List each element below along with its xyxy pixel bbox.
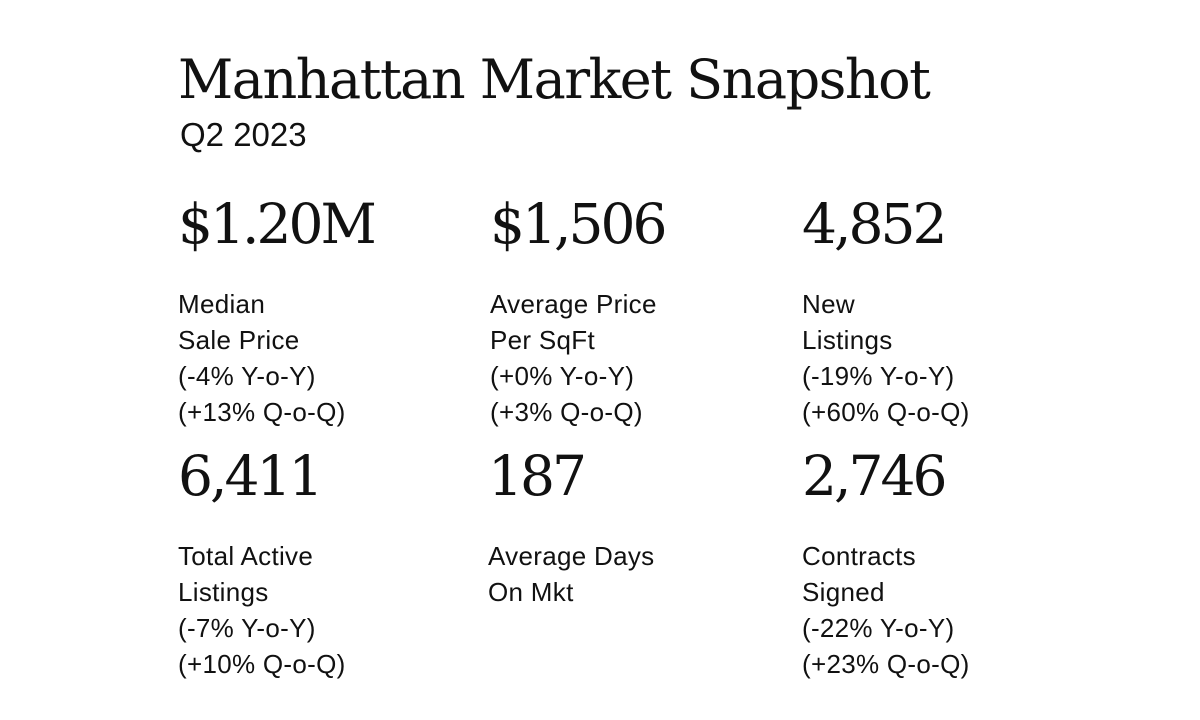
- stat-value: 6,411: [178, 444, 323, 508]
- stat-qoq-change: (+60% Q-o-Q): [802, 397, 970, 427]
- stat-value: 2,746: [802, 444, 947, 508]
- stat-average-days-on-market: 187 Average Days On Mkt: [488, 444, 788, 610]
- stat-label-line: Signed: [802, 577, 885, 607]
- stat-median-sale-price: $1.20M Median Sale Price (-4% Y-o-Y) (+1…: [178, 192, 478, 430]
- stat-average-price-per-sqft: $1,506 Average Price Per SqFt (+0% Y-o-Y…: [490, 192, 790, 430]
- stat-qoq-change: (+3% Q-o-Q): [490, 397, 643, 427]
- stat-label: Average Price Per SqFt (+0% Y-o-Y) (+3% …: [490, 286, 790, 430]
- stat-label-line: Average Days: [488, 541, 655, 571]
- stat-label-line: Sale Price: [178, 325, 300, 355]
- stat-new-listings: 4,852 New Listings (-19% Y-o-Y) (+60% Q-…: [802, 192, 1102, 430]
- stat-label: Average Days On Mkt: [488, 538, 788, 610]
- stat-yoy-change: (-7% Y-o-Y): [178, 613, 316, 643]
- stat-qoq-change: (+23% Q-o-Q): [802, 649, 970, 679]
- stat-label-line: Average Price: [490, 289, 657, 319]
- stat-contracts-signed: 2,746 Contracts Signed (-22% Y-o-Y) (+23…: [802, 444, 1102, 682]
- stat-label: Total Active Listings (-7% Y-o-Y) (+10% …: [178, 538, 478, 682]
- page-title: Manhattan Market Snapshot: [178, 48, 931, 111]
- stat-label-line: Total Active: [178, 541, 314, 571]
- stat-label-line: New: [802, 289, 855, 319]
- stat-label: New Listings (-19% Y-o-Y) (+60% Q-o-Q): [802, 286, 1102, 430]
- stat-label-line: Listings: [802, 325, 893, 355]
- stat-value: 187: [488, 444, 587, 508]
- stat-value: 4,852: [802, 192, 947, 256]
- stat-label: Median Sale Price (-4% Y-o-Y) (+13% Q-o-…: [178, 286, 478, 430]
- stat-total-active-listings: 6,411 Total Active Listings (-7% Y-o-Y) …: [178, 444, 478, 682]
- stat-yoy-change: (-19% Y-o-Y): [802, 361, 955, 391]
- stat-label-line: Listings: [178, 577, 269, 607]
- stat-value: $1.20M: [178, 192, 377, 256]
- stat-label: Contracts Signed (-22% Y-o-Y) (+23% Q-o-…: [802, 538, 1102, 682]
- stat-yoy-change: (-4% Y-o-Y): [178, 361, 316, 391]
- stat-yoy-change: (-22% Y-o-Y): [802, 613, 955, 643]
- stat-qoq-change: (+13% Q-o-Q): [178, 397, 346, 427]
- stat-label-line: Contracts: [802, 541, 916, 571]
- stat-label-line: Median: [178, 289, 266, 319]
- page-subtitle: Q2 2023: [180, 116, 307, 153]
- stat-qoq-change: (+10% Q-o-Q): [178, 649, 346, 679]
- stat-label-line: On Mkt: [488, 577, 574, 607]
- stat-yoy-change: (+0% Y-o-Y): [490, 361, 635, 391]
- stat-label-line: Per SqFt: [490, 325, 595, 355]
- stat-value: $1,506: [490, 192, 667, 256]
